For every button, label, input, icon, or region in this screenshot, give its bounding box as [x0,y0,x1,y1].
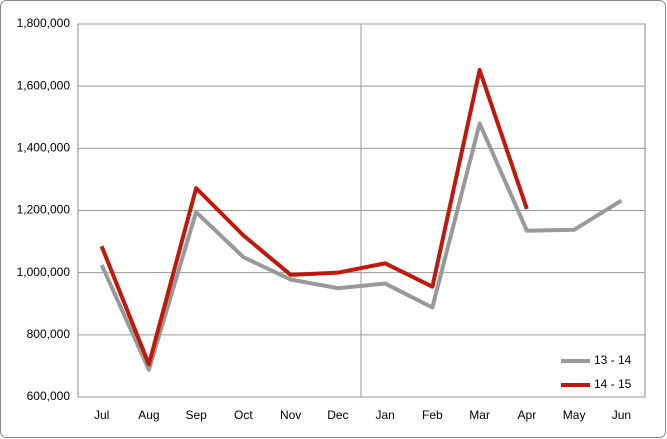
legend-label: 13 - 14 [594,353,632,367]
y-tick-label: 1,000,000 [17,265,71,279]
x-tick-label: Aug [138,408,159,422]
series-line [99,68,529,367]
x-tick-label: Dec [327,408,348,422]
x-tick-label: Jul [94,408,109,422]
x-tick-label: Oct [234,408,253,422]
legend-label: 14 - 15 [594,377,632,391]
x-tick-label: Mar [469,408,490,422]
y-tick-label: 1,600,000 [17,78,71,92]
y-tick-label: 1,400,000 [17,141,71,155]
x-tick-label: Nov [280,408,301,422]
x-tick-label: Sep [185,408,207,422]
x-tick-label: Apr [518,408,537,422]
y-tick-label: 1,800,000 [17,16,71,30]
x-tick-label: Feb [422,408,443,422]
y-tick-label: 600,000 [27,389,71,403]
x-tick-label: Jan [375,408,394,422]
x-tick-label: Jun [612,408,631,422]
y-tick-label: 800,000 [27,327,71,341]
y-tick-label: 1,200,000 [17,203,71,217]
x-tick-label: May [563,408,586,422]
series-line [99,121,623,372]
